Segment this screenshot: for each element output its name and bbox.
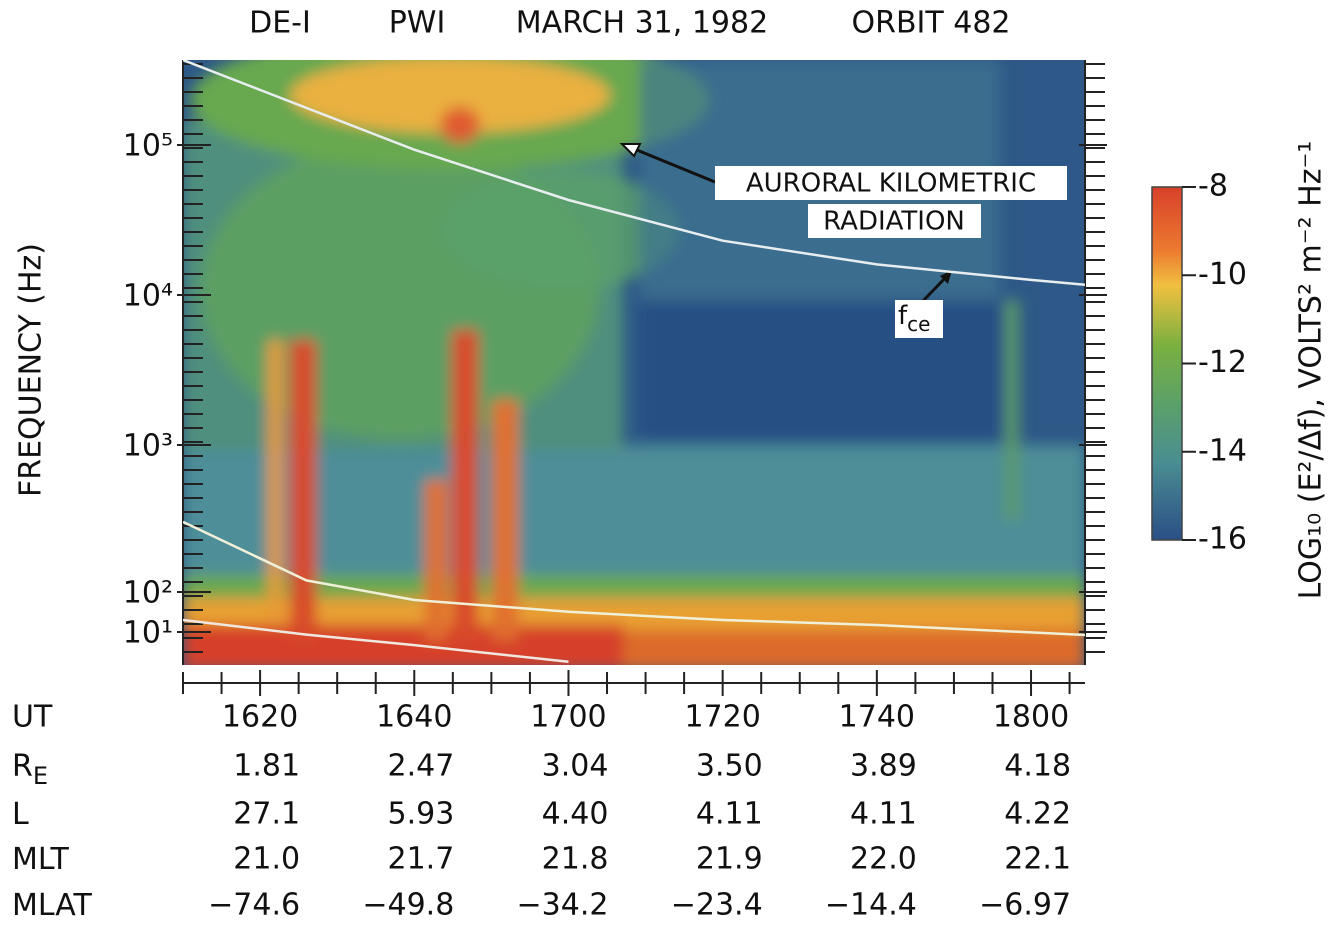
burst	[1005, 300, 1019, 520]
y-axis-label: FREQUENCY (Hz)	[14, 243, 49, 497]
row-value: 22.0	[850, 842, 917, 877]
colorbar	[1151, 186, 1183, 541]
row-value: 4.11	[696, 797, 763, 832]
title-part: PWI	[389, 6, 446, 41]
band	[640, 300, 1020, 440]
x-tick-label: 1640	[376, 700, 452, 735]
label-box	[895, 300, 943, 338]
row-value: 2.47	[387, 749, 454, 784]
curve	[183, 60, 1085, 287]
burst	[452, 330, 478, 640]
row-value: 5.93	[387, 797, 454, 832]
row-label-text: MLT	[12, 842, 69, 877]
row-value: −6.97	[979, 888, 1071, 923]
x-tick-label: 1720	[684, 700, 760, 735]
row-value: 4.18	[1004, 749, 1071, 784]
row-label: RE	[12, 749, 48, 791]
row-value: 4.11	[850, 797, 917, 832]
x-tick-label: 1800	[993, 700, 1069, 735]
y-tick-label: 10⁵	[123, 129, 173, 164]
band	[183, 625, 623, 665]
row-value: 22.1	[1004, 842, 1071, 877]
y-tick-label: 10⁴	[123, 279, 173, 314]
fce-sub: ce	[907, 312, 930, 336]
row-label-text: R	[12, 749, 33, 784]
curve	[183, 618, 569, 664]
fce-annotation: fce	[895, 270, 952, 338]
arrow	[631, 146, 716, 184]
colorbar-tick-label: -10	[1198, 257, 1247, 292]
fce-base: f	[898, 301, 908, 331]
burst	[290, 340, 316, 640]
annotation-text: RADIATION	[823, 207, 965, 237]
band	[183, 445, 1085, 585]
title-part: DE-I	[249, 6, 311, 41]
y-tick-label: 10¹	[123, 616, 173, 651]
label-box	[808, 204, 981, 238]
row-value: 3.04	[542, 749, 609, 784]
burst	[268, 340, 282, 620]
x-axis-label: UT	[12, 700, 53, 735]
row-value: 21.0	[233, 842, 300, 877]
burst	[425, 480, 447, 640]
row-value: 1.81	[233, 749, 300, 784]
row-value: −14.4	[825, 888, 917, 923]
colorbar-tick-label: -14	[1198, 433, 1247, 468]
x-tick-label: 1700	[530, 700, 606, 735]
row-label: MLAT	[12, 888, 92, 923]
row-value: 4.40	[542, 797, 609, 832]
colorbar-label: LOG₁₀ (E²/Δf), VOLTS² m⁻² Hz⁻¹	[1294, 141, 1329, 600]
row-label: MLT	[12, 842, 69, 877]
x-tick-label: 1620	[222, 700, 298, 735]
curve	[183, 520, 1085, 637]
y-tick-label: 10²	[123, 576, 173, 611]
y-tick-label: 10³	[123, 429, 173, 464]
spectrogram-features	[183, 60, 1085, 665]
row-value: −49.8	[362, 888, 454, 923]
band	[440, 170, 680, 290]
row-label-text: MLAT	[12, 888, 92, 923]
row-value: −23.4	[671, 888, 763, 923]
spectrogram	[183, 60, 1085, 665]
row-value: −34.2	[517, 888, 609, 923]
arrowhead	[940, 270, 952, 284]
band	[290, 60, 610, 133]
row-value: 3.50	[696, 749, 763, 784]
annotation-text: fce	[898, 301, 930, 336]
colorbar-tick-label: -8	[1198, 169, 1228, 204]
row-value: 3.89	[850, 749, 917, 784]
title-part: ORBIT 482	[851, 6, 1010, 41]
x-tick-label: 1740	[839, 700, 915, 735]
row-label: L	[12, 797, 29, 832]
row-value: 21.9	[696, 842, 763, 877]
akr-annotation: AURORAL KILOMETRIC RADIATION	[619, 143, 1067, 238]
title-part: MARCH 31, 1982	[516, 6, 768, 41]
row-value: −74.6	[208, 888, 300, 923]
row-label-text: L	[12, 797, 29, 832]
row-value: 27.1	[233, 797, 300, 832]
arrowhead	[619, 143, 642, 158]
row-value: 4.22	[1004, 797, 1071, 832]
band	[440, 107, 480, 143]
row-label-sub: E	[33, 762, 48, 790]
annotation-text: AURORAL KILOMETRIC	[746, 169, 1036, 199]
burst	[492, 400, 518, 640]
label-box	[715, 166, 1067, 200]
colorbar-tick-label: -16	[1198, 522, 1247, 557]
row-value: 21.8	[542, 842, 609, 877]
row-value: 21.7	[387, 842, 454, 877]
colorbar-tick-label: -12	[1198, 345, 1247, 380]
